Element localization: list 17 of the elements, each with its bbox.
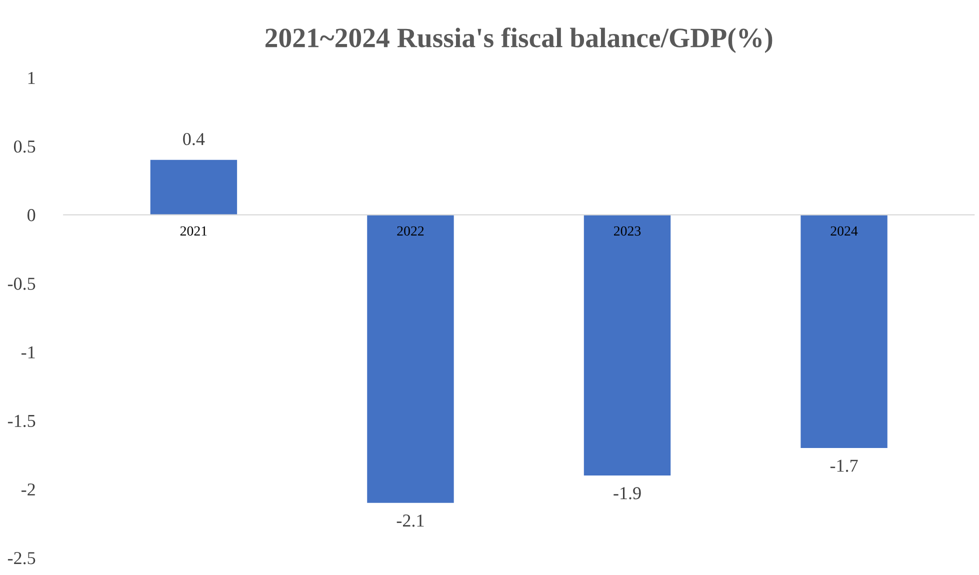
y-tick-label: -2.5 bbox=[8, 552, 36, 564]
y-tick-label: -2 bbox=[21, 483, 35, 496]
y-tick-label: 1 bbox=[28, 72, 35, 84]
data-label: -1.9 bbox=[614, 487, 641, 500]
y-tick-label: -0.5 bbox=[8, 278, 36, 290]
y-tick-label: -1.5 bbox=[8, 414, 36, 428]
data-label: 0.4 bbox=[183, 132, 205, 146]
chart-title: 2021~2024 Russia's fiscal balance/GDP(%) bbox=[266, 28, 772, 53]
data-label: -2.1 bbox=[396, 514, 424, 527]
data-label: -1.7 bbox=[830, 460, 858, 472]
x-tick-label: 2022 bbox=[397, 226, 424, 236]
y-tick-label: -1 bbox=[21, 346, 35, 358]
y-tick-label: 0.5 bbox=[14, 140, 36, 153]
x-tick-label: 2023 bbox=[614, 226, 641, 236]
x-tick-label: 2024 bbox=[830, 226, 858, 236]
y-tick-label: 0 bbox=[28, 209, 36, 222]
x-tick-label: 2021 bbox=[180, 226, 207, 236]
